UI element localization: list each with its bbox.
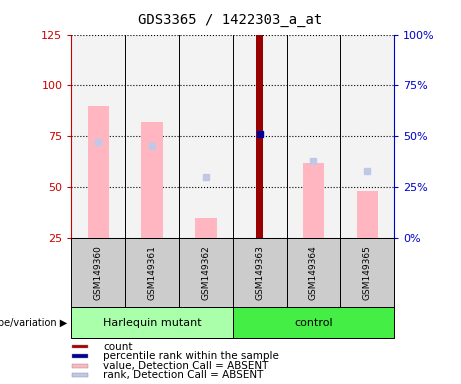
- Bar: [142, 122, 163, 238]
- Bar: [287, 238, 340, 307]
- Bar: [356, 191, 378, 238]
- Bar: [72, 373, 88, 377]
- Text: genotype/variation ▶: genotype/variation ▶: [0, 318, 67, 328]
- Bar: [72, 364, 88, 368]
- Bar: [233, 238, 287, 307]
- Text: percentile rank within the sample: percentile rank within the sample: [103, 351, 279, 361]
- Text: GSM149364: GSM149364: [309, 245, 318, 300]
- Text: GSM149363: GSM149363: [255, 245, 264, 300]
- Bar: [72, 345, 88, 349]
- Bar: [233, 35, 287, 238]
- Bar: [256, 35, 264, 238]
- Bar: [125, 35, 179, 238]
- Text: rank, Detection Call = ABSENT: rank, Detection Call = ABSENT: [103, 370, 264, 381]
- Text: GSM149365: GSM149365: [363, 245, 372, 300]
- Bar: [195, 218, 217, 238]
- Bar: [303, 163, 324, 238]
- Text: count: count: [103, 341, 133, 352]
- Text: value, Detection Call = ABSENT: value, Detection Call = ABSENT: [103, 361, 269, 371]
- Bar: [71, 238, 125, 307]
- Bar: [340, 35, 394, 238]
- Bar: [88, 106, 109, 238]
- Bar: [72, 354, 88, 358]
- Bar: [179, 238, 233, 307]
- Bar: [71, 307, 233, 338]
- Text: control: control: [294, 318, 333, 328]
- Bar: [125, 238, 179, 307]
- Bar: [340, 238, 394, 307]
- Text: GSM149360: GSM149360: [94, 245, 103, 300]
- Bar: [233, 307, 394, 338]
- Bar: [287, 35, 340, 238]
- Text: GDS3365 / 1422303_a_at: GDS3365 / 1422303_a_at: [138, 13, 323, 27]
- Text: Harlequin mutant: Harlequin mutant: [103, 318, 201, 328]
- Bar: [71, 35, 125, 238]
- Text: GSM149361: GSM149361: [148, 245, 157, 300]
- Text: GSM149362: GSM149362: [201, 245, 210, 300]
- Bar: [179, 35, 233, 238]
